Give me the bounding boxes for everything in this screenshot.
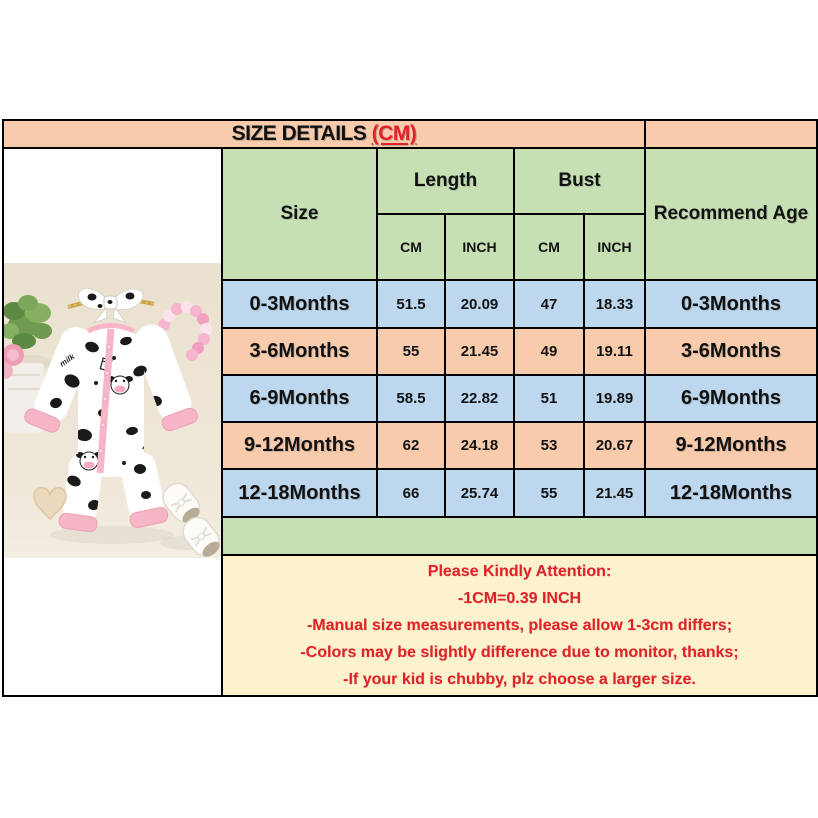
table-row-cell: 6-9Months — [646, 376, 816, 423]
age-value: 3-6Months — [681, 340, 781, 362]
subheader-length-inch: INCH — [446, 215, 515, 281]
length-cm-value: 55 — [402, 343, 420, 360]
age-value: 12-18Months — [669, 481, 793, 504]
table-row-cell: 18.33 — [585, 281, 646, 329]
table-row-cell: 6-9Months — [223, 376, 378, 423]
table-row-cell: 62 — [378, 423, 446, 470]
column-header-length: Length — [378, 149, 515, 215]
bust-inch-value: 18.33 — [595, 295, 634, 313]
table-row-cell: 0-3Months — [646, 281, 816, 329]
table-row-cell: 9-12Months — [223, 423, 378, 470]
table-row-cell: 55 — [515, 470, 585, 518]
table-row-cell: 58.5 — [378, 376, 446, 423]
column-header-recommend-age: Recommend Age — [646, 149, 816, 281]
bust-header-label: Bust — [558, 170, 601, 191]
table-row-cell: 20.09 — [446, 281, 515, 329]
length-inch-value: 22.82 — [460, 390, 499, 407]
bust-inch-value: 19.11 — [596, 343, 633, 360]
table-row-cell: 12-18Months — [223, 470, 378, 518]
table-row-cell: 3-6Months — [223, 329, 378, 376]
bust-cm-value: 49 — [540, 343, 558, 360]
product-photo-cell: milk milk milk — [4, 149, 223, 695]
length-inch-value: 24.18 — [460, 437, 499, 454]
length-cm-value: 62 — [402, 437, 420, 454]
table-row-cell: 12-18Months — [646, 470, 816, 518]
note-line: -1CM=0.39 INCH — [457, 590, 582, 607]
size-value: 12-18Months — [238, 481, 361, 504]
headband-bow-icon — [67, 287, 155, 325]
bust-inch-value: 20.67 — [595, 437, 634, 454]
attention-note: Please Kindly Attention: -1CM=0.39 INCH … — [223, 556, 816, 695]
length-cm-value: 58.5 — [396, 390, 426, 407]
bust-cm-value: 55 — [540, 484, 558, 502]
table-row-cell: 53 — [515, 423, 585, 470]
note-line: -Colors may be slightly difference due t… — [300, 644, 739, 661]
table-row-cell: 55 — [378, 329, 446, 376]
size-details-table: SIZE DETAILS (CM) — [2, 119, 818, 697]
table-row-cell: 3-6Months — [646, 329, 816, 376]
bust-cm-value: 51 — [540, 390, 558, 407]
table-row-cell: 25.74 — [446, 470, 515, 518]
table-row-cell: 24.18 — [446, 423, 515, 470]
length-cm-label: CM — [400, 239, 422, 255]
spacer-row — [223, 518, 816, 556]
bust-inch-value: 19.89 — [595, 390, 634, 407]
subheader-bust-inch: INCH — [585, 215, 646, 281]
table-row-cell: 9-12Months — [646, 423, 816, 470]
size-value: 9-12Months — [243, 434, 356, 456]
romper-illustration: milk milk milk — [24, 323, 198, 533]
length-cm-value: 51.5 — [396, 295, 426, 313]
cow-face-icon — [76, 451, 102, 471]
table-row-cell: 51.5 — [378, 281, 446, 329]
plant-icon — [4, 295, 52, 433]
note-line: -Manual size measurements, please allow … — [306, 617, 733, 634]
bust-cm-label: CM — [538, 239, 560, 255]
column-header-size: Size — [223, 149, 378, 281]
size-header-label: Size — [280, 203, 319, 224]
recommend-age-header-label: Recommend Age — [653, 203, 809, 224]
bust-inch-value: 21.45 — [595, 484, 634, 502]
size-value: 6-9Months — [249, 387, 350, 409]
age-value: 0-3Months — [681, 292, 781, 315]
table-row-cell: 19.89 — [585, 376, 646, 423]
table-title-cell: SIZE DETAILS (CM) — [4, 121, 646, 149]
cow-face-icon — [107, 375, 133, 395]
table-row-cell: 22.82 — [446, 376, 515, 423]
age-value: 9-12Months — [675, 434, 787, 456]
length-inch-value: 21.45 — [460, 343, 499, 360]
table-row-cell: 20.67 — [585, 423, 646, 470]
table-row-cell: 0-3Months — [223, 281, 378, 329]
table-row-cell: 21.45 — [446, 329, 515, 376]
table-row-cell: 21.45 — [585, 470, 646, 518]
table-row-cell: 51 — [515, 376, 585, 423]
table-row-cell: 49 — [515, 329, 585, 376]
length-header-label: Length — [413, 170, 478, 191]
subheader-bust-cm: CM — [515, 215, 585, 281]
size-value: 3-6Months — [249, 340, 350, 362]
bust-cm-value: 47 — [540, 295, 558, 313]
heart-icon — [33, 486, 67, 521]
length-inch-value: 20.09 — [460, 295, 499, 313]
length-cm-value: 66 — [402, 484, 420, 502]
age-value: 6-9Months — [681, 387, 781, 409]
baby-shoes-icon — [162, 482, 221, 557]
note-line: Please Kindly Attention: — [427, 563, 612, 580]
table-title-empty-cell — [646, 121, 816, 149]
bust-inch-label: INCH — [597, 239, 632, 255]
table-row-cell: 19.11 — [585, 329, 646, 376]
table-row-cell: 66 — [378, 470, 446, 518]
title-unit: (CM) — [371, 122, 417, 145]
bust-cm-value: 53 — [540, 437, 558, 454]
size-value: 0-3Months — [249, 292, 350, 315]
title-text: SIZE DETAILS — [231, 122, 372, 145]
product-photo: milk milk milk — [4, 263, 221, 558]
table-row-cell: 47 — [515, 281, 585, 329]
length-inch-label: INCH — [462, 239, 497, 255]
note-line: -If your kid is chubby, plz choose a lar… — [343, 671, 696, 688]
table-title: SIZE DETAILS (CM) — [232, 122, 417, 146]
column-header-bust: Bust — [515, 149, 646, 215]
length-inch-value: 25.74 — [460, 484, 499, 502]
subheader-length-cm: CM — [378, 215, 446, 281]
